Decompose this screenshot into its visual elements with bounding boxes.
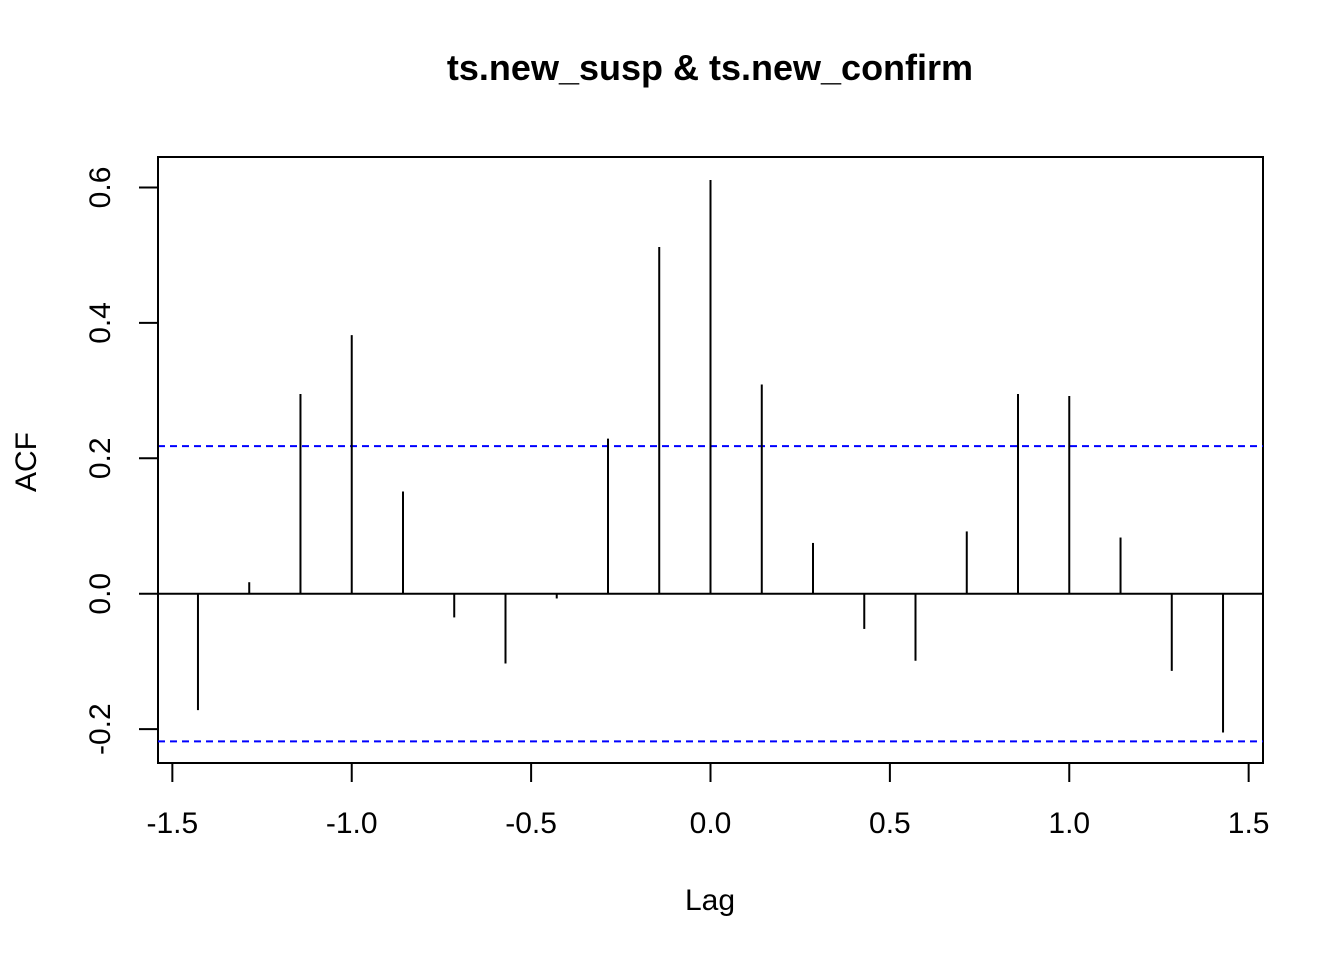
x-tick-label: -0.5 bbox=[505, 807, 557, 840]
y-tick-label: 0.4 bbox=[84, 302, 117, 344]
x-tick-label: -1.5 bbox=[146, 807, 198, 840]
y-tick-label: 0.0 bbox=[84, 573, 117, 615]
x-axis-label: Lag bbox=[685, 884, 735, 917]
x-tick-label: 0.5 bbox=[869, 807, 911, 840]
y-axis-label: ACF bbox=[10, 432, 43, 492]
x-tick-label: -1.0 bbox=[326, 807, 378, 840]
chart-title: ts.new_susp & ts.new_confirm bbox=[447, 47, 973, 88]
y-axis: -0.2 0.0 0.2 0.4 0.6 bbox=[84, 167, 159, 755]
x-tick-label: 0.0 bbox=[690, 807, 732, 840]
x-tick-label: 1.0 bbox=[1048, 807, 1090, 840]
x-axis: -1.5 -1.0 -0.5 0.0 0.5 1.0 1.5 bbox=[146, 762, 1270, 840]
y-tick-label: -0.2 bbox=[84, 703, 117, 755]
acf-spikes-group bbox=[196, 180, 1225, 733]
y-tick-label: 0.2 bbox=[84, 437, 117, 479]
y-tick-label: 0.6 bbox=[84, 167, 117, 209]
x-tick-label: 1.5 bbox=[1228, 807, 1270, 840]
